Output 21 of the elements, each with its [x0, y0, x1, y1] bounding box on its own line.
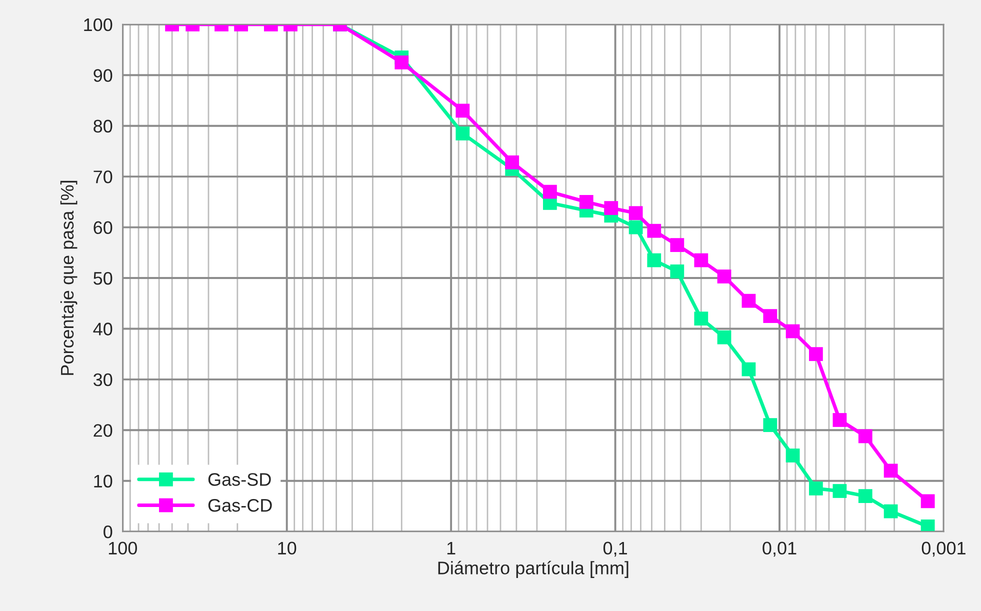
y-tick-label: 30 [94, 373, 112, 386]
y-tick-label: 20 [94, 424, 112, 437]
x-tick-label: 10 [278, 542, 296, 555]
x-tick-label: 100 [108, 542, 137, 555]
y-tick-label: 60 [94, 221, 112, 234]
y-tick-label: 80 [94, 120, 112, 133]
x-axis-title: Diámetro partícula [mm] [438, 560, 628, 578]
y-tick-label: 10 [94, 474, 112, 488]
y-tick-label: 0 [104, 526, 112, 538]
y-tick-label: 40 [93, 322, 112, 336]
y-tick-label: 70 [94, 170, 112, 184]
x-tick-label: 1 [447, 542, 456, 554]
y-tick-label: 90 [94, 69, 112, 82]
legend-label: Gas-CD [208, 498, 272, 512]
x-tick-label: 0,001 [922, 542, 966, 557]
y-axis-title: Porcentaje que pasa [%] [60, 180, 78, 375]
x-tick-label: 0,01 [762, 542, 796, 557]
x-tick-label: 0,1 [603, 542, 627, 557]
y-tick-label: 50 [94, 272, 112, 285]
legend-label: Gas-SD [208, 473, 271, 486]
y-tick-label: 100 [84, 18, 112, 32]
